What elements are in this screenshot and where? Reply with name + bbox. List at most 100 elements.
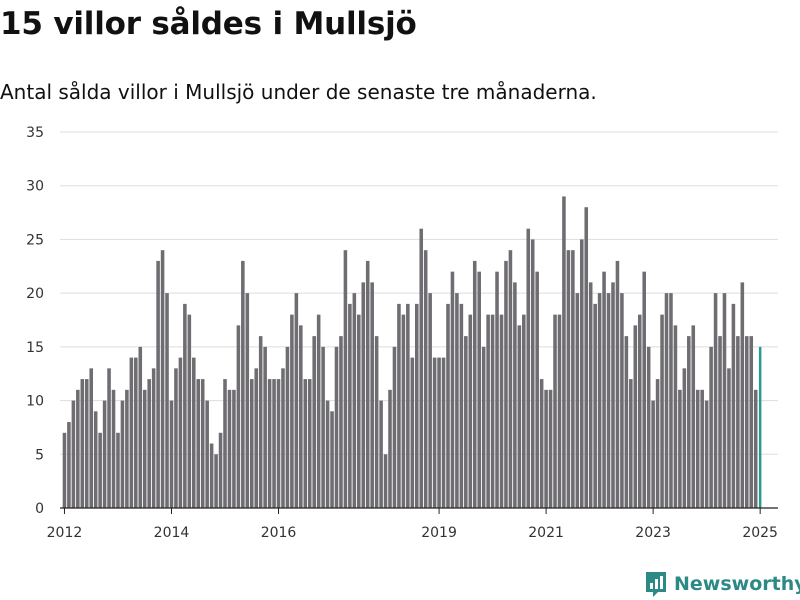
bar [62, 432, 67, 508]
bar [218, 432, 223, 508]
bar [588, 282, 593, 508]
bar [357, 314, 361, 508]
bar [530, 239, 535, 508]
bar [330, 411, 334, 508]
bar [339, 336, 343, 508]
bar [93, 411, 98, 508]
bar [276, 379, 281, 508]
bar [183, 303, 187, 508]
bar [629, 379, 633, 508]
bar [593, 303, 597, 508]
bar [263, 346, 267, 508]
bar [477, 271, 481, 508]
bar [655, 379, 660, 508]
chart-subtitle: Antal sålda villor i Mullsjö under de se… [0, 80, 597, 104]
bar [343, 250, 348, 508]
bar [348, 303, 352, 508]
bar [209, 443, 214, 508]
bar [307, 379, 312, 508]
bar [267, 379, 272, 508]
bar [241, 260, 245, 508]
x-tick-label: 2014 [154, 525, 190, 541]
bar [138, 346, 143, 508]
bar [134, 357, 138, 508]
x-tick-label: 2016 [261, 525, 297, 541]
bar [499, 314, 504, 508]
bar [713, 293, 718, 508]
bar [490, 314, 495, 508]
bar [513, 282, 517, 508]
bar [125, 389, 129, 508]
bar [84, 379, 89, 508]
bar [80, 379, 85, 508]
x-tick-label: 2019 [421, 525, 457, 541]
bar [637, 314, 642, 508]
bar [290, 314, 294, 508]
bar [321, 346, 325, 508]
annotations: 15 [756, 0, 774, 4]
bar [196, 379, 201, 508]
bar [303, 379, 308, 508]
bar [192, 357, 196, 508]
bar [459, 303, 464, 508]
bar [223, 379, 227, 508]
bar [441, 357, 446, 508]
bar [704, 400, 709, 508]
bar [611, 282, 615, 508]
newsworthy-logo-text: Newsworthy [674, 573, 800, 595]
bar [678, 389, 682, 508]
bar [495, 271, 499, 508]
bar [553, 314, 557, 508]
bar [557, 314, 562, 508]
bar [236, 325, 241, 508]
bar [111, 389, 116, 508]
bar [401, 314, 406, 508]
bar [744, 336, 749, 508]
bar [620, 293, 624, 508]
bar [504, 260, 508, 508]
bar [281, 368, 285, 508]
bar [334, 346, 339, 508]
y-tick-label: 10 [26, 394, 44, 410]
bar [584, 207, 589, 508]
bar [522, 314, 526, 508]
bar-highlight [758, 346, 762, 508]
bar [71, 400, 76, 508]
bar [129, 357, 134, 508]
bar [468, 314, 473, 508]
bar [414, 303, 419, 508]
bar [571, 250, 575, 508]
bar [205, 400, 209, 508]
bar [579, 239, 584, 508]
bar [432, 357, 437, 508]
bar [695, 389, 700, 508]
bar [272, 379, 276, 508]
chart-title: 15 villor såldes i Mullsjö [0, 6, 417, 42]
last-value-label: 15 [756, 0, 774, 4]
x-axis: 2012 2014 2016 2019 2021 2023 2025 [47, 507, 778, 541]
bar [142, 389, 147, 508]
bar [535, 271, 539, 508]
bar [116, 432, 120, 508]
bar [481, 346, 486, 508]
bar [673, 325, 678, 508]
bar [352, 293, 357, 508]
bar [566, 250, 571, 508]
bar [200, 379, 205, 508]
bar [749, 336, 754, 508]
bar [464, 336, 468, 508]
x-tick-label: 2012 [47, 525, 83, 541]
bar [285, 346, 290, 508]
bar [753, 389, 758, 508]
bar [602, 271, 606, 508]
bar [374, 336, 379, 508]
bar [258, 336, 263, 508]
bar [736, 336, 740, 508]
bar [646, 346, 651, 508]
bar [388, 389, 392, 508]
bar [383, 454, 388, 508]
bar [67, 422, 71, 508]
bar [419, 228, 424, 508]
bar [597, 293, 602, 508]
